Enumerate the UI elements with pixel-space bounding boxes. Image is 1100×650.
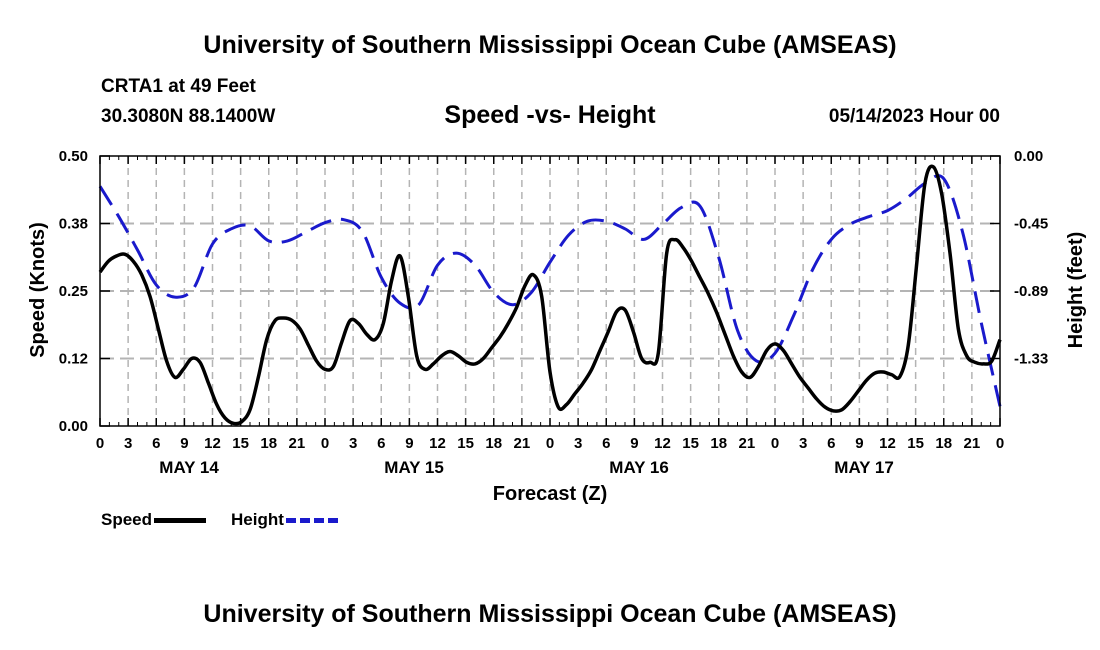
forecast-datetime: 05/14/2023 Hour 00 xyxy=(828,106,1000,127)
day-label: MAY 15 xyxy=(384,458,444,477)
footer-title: University of Southern Mississippi Ocean… xyxy=(203,600,897,628)
x-tick-label: 9 xyxy=(180,435,188,452)
x-tick-label: 18 xyxy=(935,435,952,452)
series-layer xyxy=(98,164,1002,426)
x-tick-label: 0 xyxy=(546,435,554,452)
y-axis-right-label: Height (feet) xyxy=(1065,232,1087,349)
height-series-line xyxy=(98,174,1002,407)
x-tick-label: 0 xyxy=(771,435,779,452)
grid-layer xyxy=(100,156,1000,426)
y-left-tick-label: 0.12 xyxy=(59,351,88,368)
legend-height-label: Height xyxy=(231,510,284,529)
x-tick-label: 12 xyxy=(879,435,896,452)
x-tick-label: 12 xyxy=(429,435,446,452)
day-label: MAY 14 xyxy=(159,458,219,477)
x-tick-label: 15 xyxy=(907,435,924,452)
legend-speed-label: Speed xyxy=(101,510,153,529)
x-tick-label: 9 xyxy=(855,435,863,452)
x-tick-label: 21 xyxy=(739,435,756,452)
y-right-tick-label: -0.45 xyxy=(1014,216,1048,233)
station-label: CRTA1 at 49 Feet xyxy=(101,76,256,97)
x-tick-label: 0 xyxy=(96,435,104,452)
x-tick-label: 21 xyxy=(964,435,981,452)
page-title: University of Southern Mississippi Ocean… xyxy=(203,31,897,59)
x-tick-label: 21 xyxy=(289,435,306,452)
x-tick-label: 0 xyxy=(321,435,329,452)
x-axis-label: Forecast (Z) xyxy=(493,483,607,505)
x-tick-label: 3 xyxy=(349,435,357,452)
x-tick-label: 18 xyxy=(710,435,727,452)
y-left-tick-label: 0.50 xyxy=(59,148,88,165)
x-tick-label: 21 xyxy=(514,435,531,452)
y-left-tick-label: 0.38 xyxy=(59,216,88,233)
legend-speed-swatch xyxy=(154,518,207,524)
x-tick-label: 6 xyxy=(152,435,160,452)
x-tick-label: 9 xyxy=(405,435,413,452)
y-right-tick-label: -1.33 xyxy=(1014,351,1048,368)
y-axis-left-label: Speed (Knots) xyxy=(27,222,49,358)
x-tick-label: 3 xyxy=(124,435,132,452)
plot-frame xyxy=(99,155,1001,427)
y-left-tick-label: 0.00 xyxy=(59,418,88,435)
x-tick-label: 0 xyxy=(996,435,1004,452)
day-label: MAY 17 xyxy=(834,458,894,477)
x-tick-label: 12 xyxy=(204,435,221,452)
legend-speed: Speed xyxy=(101,510,207,530)
x-tick-label: 9 xyxy=(630,435,638,452)
chart-subtitle: Speed -vs- Height xyxy=(444,101,656,129)
x-tick-label: 3 xyxy=(574,435,582,452)
x-tick-label: 18 xyxy=(485,435,502,452)
x-tick-label: 12 xyxy=(654,435,671,452)
day-label: MAY 16 xyxy=(609,458,669,477)
y-left-tick-label: 0.25 xyxy=(59,283,88,300)
x-tick-label: 18 xyxy=(260,435,277,452)
x-tick-label: 15 xyxy=(457,435,474,452)
legend-height-swatch xyxy=(285,518,338,524)
x-tick-label: 15 xyxy=(232,435,249,452)
x-tick-label: 6 xyxy=(377,435,385,452)
x-tick-label: 6 xyxy=(602,435,610,452)
y-right-tick-label: 0.00 xyxy=(1014,148,1043,165)
x-tick-label: 15 xyxy=(682,435,699,452)
x-tick-label: 3 xyxy=(799,435,807,452)
axis-layer: 0 3 6 9 12 15 18 21 0 3 6 9 12 15 18 21 0 3 6 9 12 15 18 21 0 3 6 9… xyxy=(59,148,1048,477)
legend-height: Height xyxy=(231,510,338,530)
y-right-tick-label: -0.89 xyxy=(1014,283,1048,300)
x-tick-label: 6 xyxy=(827,435,835,452)
coordinates-label: 30.3080N 88.1400W xyxy=(101,106,276,127)
speed-height-chart: 0 3 6 9 12 15 18 21 0 3 6 9 12 15 18 21 0 3 6 9 12 15 18 21 0 3 6 9… xyxy=(27,148,1087,505)
speed-series-line xyxy=(98,164,1002,426)
